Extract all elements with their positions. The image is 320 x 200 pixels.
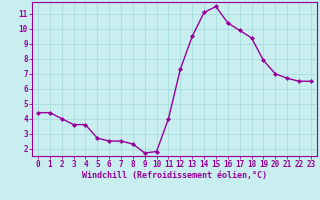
X-axis label: Windchill (Refroidissement éolien,°C): Windchill (Refroidissement éolien,°C) [82, 171, 267, 180]
